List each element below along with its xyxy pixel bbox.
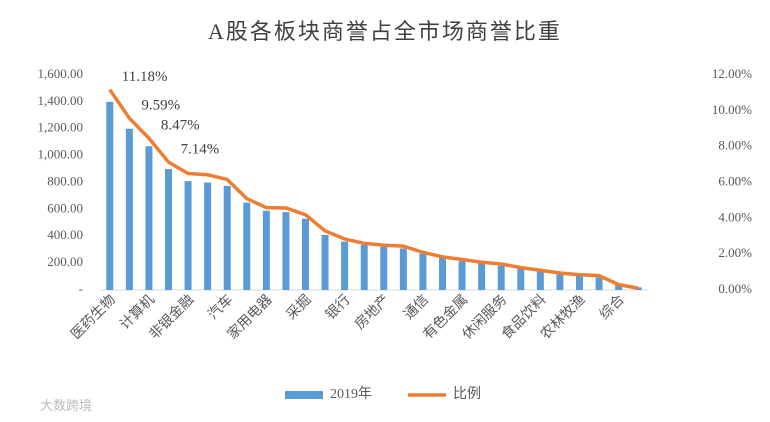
y2-tick-label: 6.00% (718, 173, 752, 188)
y-tick-label: 1,000.00 (38, 147, 84, 162)
bar (125, 128, 133, 290)
bar (184, 181, 192, 290)
bar (262, 210, 270, 290)
bar (223, 185, 231, 290)
y2-tick-label: 4.00% (718, 209, 752, 224)
bar (282, 212, 290, 290)
bar (165, 169, 172, 290)
data-label: 9.59% (141, 98, 180, 114)
bar (341, 241, 349, 290)
bar (380, 247, 388, 290)
legend-label: 比例 (453, 386, 481, 402)
data-label: 11.18% (122, 69, 168, 85)
data-label: 8.47% (161, 118, 200, 134)
y-tick-label: 800.00 (47, 173, 83, 188)
x-tick-label: 综合 (597, 292, 628, 323)
x-tick-label: 房地产 (352, 292, 393, 333)
bar (399, 248, 407, 290)
bar (556, 273, 564, 290)
bar (419, 253, 427, 290)
bar (576, 275, 583, 290)
bar (517, 267, 525, 290)
y-tick-label: 1,600.00 (38, 66, 84, 81)
x-tick-label: 通信 (401, 292, 432, 323)
bar (478, 263, 486, 290)
chart-title: A股各板块商誉占全市场商誉比重 (208, 19, 562, 44)
y-tick-label: 400.00 (47, 227, 83, 242)
y2-tick-label: 12.00% (712, 66, 752, 81)
x-tick-label: 采掘 (283, 292, 314, 323)
x-tick-label: 医药生物 (68, 292, 119, 343)
bar (243, 202, 251, 290)
y-tick-label: 1,200.00 (38, 120, 84, 135)
y2-tick-label: 0.00% (718, 281, 752, 296)
y2-tick-label: 8.00% (718, 138, 752, 153)
watermark: 大数跨境 (40, 398, 92, 413)
bar (439, 257, 446, 290)
bar (634, 287, 642, 290)
x-tick-label: 银行 (323, 292, 354, 323)
bar (145, 146, 153, 290)
bar (595, 277, 603, 290)
bar (106, 101, 114, 290)
legend-swatch (285, 391, 323, 399)
y2-tick-label: 10.00% (712, 102, 752, 117)
y-tick-label: - (79, 281, 83, 296)
y2-tick-label: 2.00% (718, 245, 752, 260)
bar (458, 261, 466, 290)
data-label: 7.14% (181, 142, 220, 158)
bar (536, 271, 544, 290)
line (108, 88, 639, 290)
bar (497, 265, 505, 290)
y-tick-label: 600.00 (47, 200, 83, 215)
y-tick-label: 1,400.00 (38, 93, 84, 108)
legend-label: 2019年 (330, 386, 372, 402)
bar (615, 284, 623, 290)
bar (321, 234, 329, 290)
bar (302, 218, 309, 290)
y-tick-label: 200.00 (47, 254, 83, 269)
x-tick-label: 汽车 (204, 291, 236, 323)
bar (360, 244, 368, 290)
bar (204, 182, 212, 290)
